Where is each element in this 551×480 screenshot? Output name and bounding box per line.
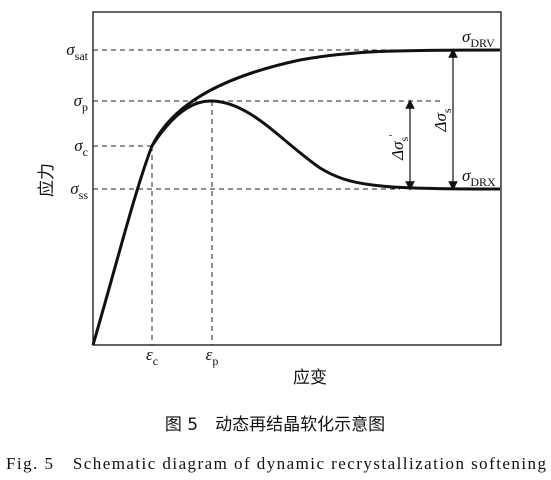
- subscript: sat: [75, 49, 89, 63]
- y-axis-label: 应力: [37, 163, 57, 197]
- subscript: ss: [79, 188, 89, 202]
- symbol-label: σsat: [66, 40, 88, 63]
- subscript: c: [83, 145, 88, 159]
- x-axis-label: 应变: [293, 368, 327, 388]
- subscript: DRV: [470, 36, 495, 50]
- symbol: Δσ: [431, 113, 450, 133]
- caption-cn: 图 5 动态再结晶软化示意图: [165, 415, 385, 435]
- plot-frame: [92, 11, 502, 346]
- symbol-label: Δσs: [431, 108, 454, 132]
- symbol-label: σp: [74, 91, 88, 114]
- subscript: p: [212, 354, 218, 368]
- symbol-label: σDRX: [462, 166, 496, 189]
- drv-curve: [91, 48, 501, 346]
- symbol: σ: [462, 166, 471, 185]
- symbol-label: σDRV: [462, 27, 495, 50]
- symbol: σ: [70, 179, 79, 198]
- symbol: σ: [462, 27, 471, 46]
- caption-en: Fig. 5 Schematic diagram of dynamic recr…: [6, 454, 547, 473]
- subscript: DRX: [470, 175, 496, 189]
- drx-curve: [150, 99, 501, 191]
- symbol: ε: [206, 345, 213, 364]
- symbol-label: εp: [206, 345, 219, 368]
- symbol: σ: [66, 40, 75, 59]
- symbol-label: σc: [74, 136, 88, 159]
- subscript: s: [397, 136, 411, 141]
- symbol: σ: [74, 91, 83, 110]
- symbol-label: εc: [146, 345, 158, 368]
- symbol-label: Δσs′: [386, 134, 411, 161]
- symbol-label: σss: [70, 179, 88, 202]
- superscript: ′: [386, 134, 400, 137]
- symbol: σ: [74, 136, 83, 155]
- subscript: p: [82, 100, 88, 114]
- subscript: c: [153, 354, 158, 368]
- subscript: s: [440, 108, 454, 113]
- symbol: Δσ: [388, 141, 407, 161]
- symbol: ε: [146, 345, 153, 364]
